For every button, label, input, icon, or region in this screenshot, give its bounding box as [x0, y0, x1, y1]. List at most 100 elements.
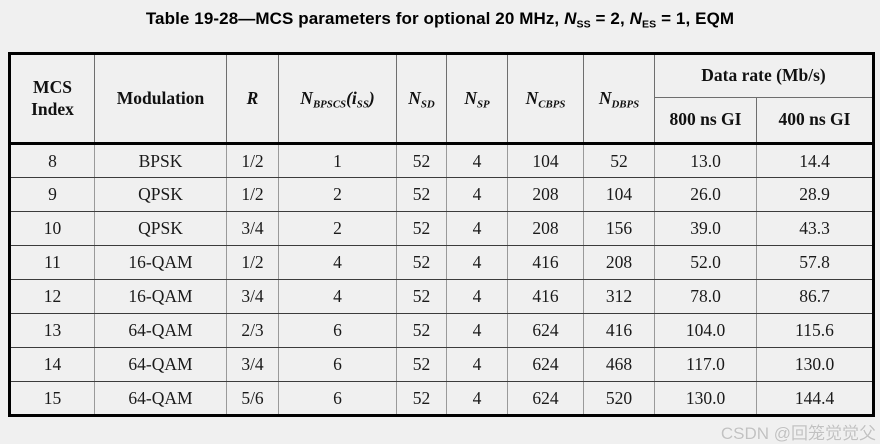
cell-n-cbps: 624 — [507, 347, 584, 382]
cell-n-sd: 52 — [396, 245, 447, 280]
cell-r: 3/4 — [226, 279, 279, 314]
cell-n-cbps: 416 — [507, 245, 584, 280]
cell-n-bpscs: 6 — [278, 347, 397, 382]
cell-n-sd: 52 — [396, 279, 447, 314]
cell-mcs-index: 8 — [9, 143, 95, 178]
cell-r: 5/6 — [226, 381, 279, 416]
cell-n-cbps: 624 — [507, 381, 584, 416]
cell-rate-400ns: 130.0 — [756, 347, 874, 382]
cell-rate-800ns: 52.0 — [654, 245, 757, 280]
cell-n-bpscs: 6 — [278, 313, 397, 348]
cell-n-dbps: 104 — [583, 177, 655, 212]
table-row: 15 64-QAM 5/6 6 52 4 624 520 130.0 144.4 — [9, 381, 874, 416]
cell-rate-800ns: 104.0 — [654, 313, 757, 348]
cell-n-sp: 4 — [446, 211, 508, 246]
cell-n-dbps: 156 — [583, 211, 655, 246]
cell-modulation: 16-QAM — [94, 279, 227, 314]
col-header-data-rate: Data rate (Mb/s) — [654, 53, 874, 98]
cell-n-dbps: 520 — [583, 381, 655, 416]
cell-n-sp: 4 — [446, 177, 508, 212]
cell-rate-400ns: 86.7 — [756, 279, 874, 314]
cell-n-sp: 4 — [446, 279, 508, 314]
cell-n-sd: 52 — [396, 381, 447, 416]
cell-modulation: QPSK — [94, 211, 227, 246]
cell-n-bpscs: 1 — [278, 143, 397, 178]
col-header-n-sd: NSD — [396, 53, 447, 144]
cell-modulation: 64-QAM — [94, 381, 227, 416]
cell-mcs-index: 10 — [9, 211, 95, 246]
cell-n-cbps: 416 — [507, 279, 584, 314]
cell-n-dbps: 416 — [583, 313, 655, 348]
cell-mcs-index: 9 — [9, 177, 95, 212]
table-header: MCS Index Modulation R NBPSCS(iSS) NSD NS… — [9, 53, 874, 144]
cell-rate-800ns: 117.0 — [654, 347, 757, 382]
csdn-watermark: CSDN @回笼觉觉父 — [720, 424, 876, 443]
col-header-n-dbps: NDBPS — [583, 53, 655, 144]
cell-rate-800ns: 26.0 — [654, 177, 757, 212]
cell-n-bpscs: 4 — [278, 245, 397, 280]
table-row: 14 64-QAM 3/4 6 52 4 624 468 117.0 130.0 — [9, 347, 874, 382]
cell-modulation: 64-QAM — [94, 313, 227, 348]
cell-rate-800ns: 39.0 — [654, 211, 757, 246]
cell-n-sd: 52 — [396, 211, 447, 246]
cell-modulation: 64-QAM — [94, 347, 227, 382]
cell-n-sp: 4 — [446, 245, 508, 280]
table-row: 10 QPSK 3/4 2 52 4 208 156 39.0 43.3 — [9, 211, 874, 246]
cell-n-cbps: 208 — [507, 211, 584, 246]
cell-rate-400ns: 43.3 — [756, 211, 874, 246]
cell-n-sp: 4 — [446, 347, 508, 382]
cell-mcs-index: 13 — [9, 313, 95, 348]
col-header-r: R — [226, 53, 279, 144]
table-row: 11 16-QAM 1/2 4 52 4 416 208 52.0 57.8 — [9, 245, 874, 280]
cell-n-bpscs: 4 — [278, 279, 397, 314]
cell-r: 3/4 — [226, 347, 279, 382]
table-row: 13 64-QAM 2/3 6 52 4 624 416 104.0 115.6 — [9, 313, 874, 348]
cell-rate-400ns: 115.6 — [756, 313, 874, 348]
cell-modulation: BPSK — [94, 143, 227, 178]
cell-n-dbps: 312 — [583, 279, 655, 314]
cell-n-cbps: 104 — [507, 143, 584, 178]
cell-modulation: QPSK — [94, 177, 227, 212]
col-header-n-cbps: NCBPS — [507, 53, 584, 144]
cell-rate-800ns: 130.0 — [654, 381, 757, 416]
col-header-mcs-index: MCS Index — [9, 53, 95, 144]
cell-mcs-index: 15 — [9, 381, 95, 416]
cell-rate-800ns: 78.0 — [654, 279, 757, 314]
table-caption: Table 19-28—MCS parameters for optional … — [145, 9, 735, 31]
table-row: 9 QPSK 1/2 2 52 4 208 104 26.0 28.9 — [9, 177, 874, 212]
cell-modulation: 16-QAM — [94, 245, 227, 280]
cell-r: 2/3 — [226, 313, 279, 348]
table-row: 12 16-QAM 3/4 4 52 4 416 312 78.0 86.7 — [9, 279, 874, 314]
cell-n-sd: 52 — [396, 143, 447, 178]
cell-mcs-index: 11 — [9, 245, 95, 280]
cell-r: 1/2 — [226, 177, 279, 212]
cell-n-sp: 4 — [446, 381, 508, 416]
cell-n-sd: 52 — [396, 177, 447, 212]
col-header-n-bpscs: NBPSCS(iSS) — [278, 53, 397, 144]
cell-n-cbps: 208 — [507, 177, 584, 212]
cell-n-sd: 52 — [396, 347, 447, 382]
cell-n-cbps: 624 — [507, 313, 584, 348]
cell-n-sp: 4 — [446, 143, 508, 178]
cell-rate-400ns: 14.4 — [756, 143, 874, 178]
table-row: 8 BPSK 1/2 1 52 4 104 52 13.0 14.4 — [9, 143, 874, 178]
cell-mcs-index: 12 — [9, 279, 95, 314]
cell-rate-800ns: 13.0 — [654, 143, 757, 178]
cell-n-sd: 52 — [396, 313, 447, 348]
cell-mcs-index: 14 — [9, 347, 95, 382]
cell-r: 1/2 — [226, 245, 279, 280]
col-header-400ns-gi: 400 ns GI — [756, 97, 874, 144]
cell-rate-400ns: 28.9 — [756, 177, 874, 212]
cell-n-dbps: 52 — [583, 143, 655, 178]
cell-n-bpscs: 2 — [278, 211, 397, 246]
col-header-800ns-gi: 800 ns GI — [654, 97, 757, 144]
cell-n-bpscs: 6 — [278, 381, 397, 416]
col-header-modulation: Modulation — [94, 53, 227, 144]
cell-r: 1/2 — [226, 143, 279, 178]
cell-rate-400ns: 144.4 — [756, 381, 874, 416]
cell-rate-400ns: 57.8 — [756, 245, 874, 280]
mcs-parameters-table: MCS Index Modulation R NBPSCS(iSS) NSD NS… — [8, 52, 875, 417]
cell-n-dbps: 468 — [583, 347, 655, 382]
cell-n-sp: 4 — [446, 313, 508, 348]
